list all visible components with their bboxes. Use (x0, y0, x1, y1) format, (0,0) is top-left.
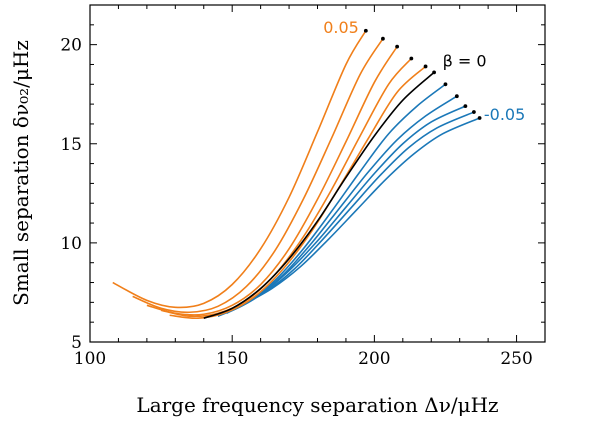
series-line-beta--0.03 (231, 105, 466, 311)
series-line-beta--0.04 (237, 111, 475, 309)
series-line-beta-0.01 (169, 65, 427, 320)
series-endpoint (409, 56, 414, 61)
axis-ticks: 100 150 200 250 5 10 15 20 (60, 4, 546, 369)
plot-area: 100 150 200 250 5 10 15 20 0.05 β = 0 -0.05 (60, 4, 546, 369)
x-tick-label: 100 (74, 349, 106, 369)
series-endpoint (363, 28, 368, 33)
annotation-label: β = 0 (443, 51, 487, 70)
series-endpoint (381, 36, 385, 41)
y-axis-label: Small separation δν₀₂/μHz (9, 40, 33, 306)
series-line-beta-0.02 (160, 57, 412, 318)
series-endpoint (472, 110, 476, 114)
series-lines (112, 30, 480, 320)
x-axis-label: Large frequency separation Δν/μHz (136, 393, 498, 417)
annotation-label: 0.05 (323, 18, 359, 37)
series-endpoint (443, 82, 448, 87)
y-tick-label: 20 (60, 36, 82, 56)
annotations: 0.05 β = 0 -0.05 (323, 18, 525, 124)
series-endpoint (463, 104, 468, 108)
annotation-label: -0.05 (484, 105, 525, 124)
series-line-beta-0 (203, 71, 435, 319)
series-line-beta-0.04 (132, 38, 384, 314)
y-tick-label: 10 (60, 234, 82, 254)
series-line-beta--0.05 (243, 117, 480, 306)
series-endpoint (454, 94, 459, 99)
series-endpoint (423, 64, 428, 69)
x-tick-label: 200 (358, 349, 390, 369)
series-endpoints (363, 28, 482, 120)
series-endpoint (395, 44, 400, 49)
y-tick-label: 5 (71, 333, 82, 353)
series-line-beta-0.03 (146, 46, 398, 316)
series-endpoint (432, 70, 436, 75)
y-tick-label: 15 (60, 135, 82, 155)
x-tick-label: 250 (500, 349, 532, 369)
x-tick-label: 150 (216, 349, 248, 369)
series-endpoint (477, 116, 482, 120)
series-line-beta-0.05 (112, 30, 367, 309)
